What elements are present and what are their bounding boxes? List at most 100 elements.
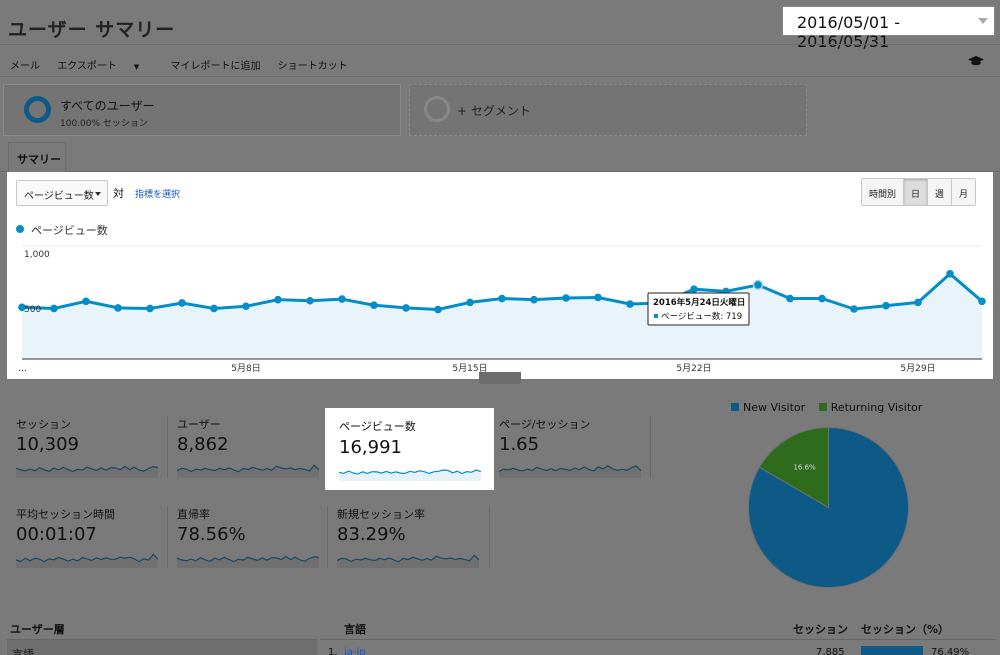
data-point[interactable] [946, 270, 954, 278]
x-tick-label: 5月15日 [452, 363, 487, 374]
data-point[interactable] [178, 299, 186, 307]
segment-subtitle: 100.00% セッション [60, 119, 148, 129]
data-point[interactable] [338, 295, 346, 303]
card-separator [489, 506, 490, 568]
data-point[interactable] [978, 297, 986, 306]
page-title: ユーザー サマリー [8, 19, 176, 41]
metric-card-avg-session-duration[interactable]: 平均セッション時間 00:01:07 [6, 500, 160, 576]
data-point[interactable] [114, 304, 122, 312]
add-segment-button[interactable] [409, 84, 807, 136]
sparkline [16, 553, 158, 568]
language-link[interactable]: ja-jp [344, 647, 366, 655]
data-point[interactable] [242, 302, 250, 311]
y-tick-label: 1,000 [24, 250, 50, 260]
demographics-row-language[interactable]: 言語 [12, 648, 34, 655]
chevron-down-icon [978, 18, 988, 24]
data-point[interactable] [530, 295, 538, 304]
data-point[interactable] [370, 301, 378, 309]
legend-swatch [731, 403, 739, 411]
metric-value: 78.56% [177, 524, 246, 545]
x-tick-label: 5月8日 [231, 363, 260, 374]
legend-new-visitor: New Visitor [731, 401, 805, 414]
metric-title: ページビュー数 [339, 420, 416, 433]
select-metric-link[interactable]: 指標を選択 [135, 190, 181, 200]
metric-card-pageviews[interactable]: ページビュー数 16,991 [325, 408, 494, 490]
chevron-down-icon [95, 192, 101, 196]
data-point[interactable] [466, 298, 474, 307]
segment-all-users[interactable] [3, 84, 401, 136]
data-point[interactable] [914, 298, 922, 307]
data-point[interactable] [882, 301, 890, 310]
metric-value: 1.65 [499, 434, 540, 455]
sessions-percent-bar [861, 646, 923, 655]
tooltip-title: 2016年5月24日火曜日 [653, 297, 745, 308]
tooltip-box [647, 292, 750, 326]
sparkline [339, 469, 481, 481]
demographics-header: ユーザー層 [10, 623, 65, 636]
metric-card-pages-per-session[interactable]: ページ/セッション 1.65 [489, 410, 643, 486]
metric-card-new-session-rate[interactable]: 新規セッション率 83.29% [327, 500, 481, 576]
data-point[interactable] [82, 297, 90, 306]
sparkline [177, 464, 319, 478]
data-point[interactable] [50, 304, 58, 313]
data-point[interactable] [146, 304, 154, 313]
shortcut-button[interactable]: ショートカット [277, 61, 348, 72]
email-button[interactable]: メール [10, 61, 40, 72]
granularity-hourly-button[interactable]: 時間別 [862, 179, 904, 205]
granularity-month-button[interactable]: 月 [951, 179, 976, 205]
metric-card-sessions[interactable]: セッション 10,309 [6, 410, 160, 486]
data-point[interactable] [434, 305, 442, 314]
metric-select[interactable]: ページビュー数 [16, 180, 108, 206]
data-point[interactable] [752, 279, 764, 291]
data-point[interactable] [18, 303, 26, 312]
sessions-percent-column-header[interactable]: セッション（%） [861, 623, 950, 636]
data-point[interactable] [402, 304, 410, 312]
data-point[interactable] [274, 295, 282, 304]
y-tick-label: 500 [24, 305, 41, 315]
chart-collapse-handle[interactable] [479, 372, 521, 384]
granularity-day-button[interactable]: 日 [903, 179, 928, 205]
data-point[interactable] [594, 293, 602, 302]
visitor-type-pie-chart[interactable]: 83.4%16.6% [746, 425, 911, 590]
legend-dot-icon [16, 225, 24, 233]
language-column-header: 言語 [344, 623, 366, 636]
add-to-dashboard-button[interactable]: マイレポートに追加 [170, 61, 261, 72]
metric-value: 00:01:07 [16, 524, 97, 545]
metric-title: 直帰率 [177, 508, 210, 521]
tab-summary[interactable]: サマリー [8, 142, 66, 172]
legend-returning-visitor: Returning Visitor [818, 401, 922, 414]
data-point[interactable] [210, 304, 218, 313]
x-tick-label: 5月22日 [676, 363, 711, 374]
metric-card-bounce-rate[interactable]: 直帰率 78.56% [167, 500, 321, 576]
x-tick-label: … [18, 364, 27, 374]
date-range-label: 2016/05/01 - 2016/05/31 [797, 13, 901, 51]
data-point[interactable] [690, 285, 698, 293]
demographics-selected-row[interactable] [7, 640, 317, 655]
card-separator [167, 506, 168, 568]
x-tick-label: 5月29日 [900, 363, 935, 374]
vs-label: 対 [113, 187, 124, 200]
row-index: 1. [328, 647, 338, 655]
segment-donut-icon [24, 96, 51, 123]
data-point[interactable] [562, 294, 570, 302]
data-point[interactable] [306, 296, 314, 305]
metric-value: 16,991 [339, 437, 402, 458]
data-point[interactable] [818, 294, 826, 303]
pageviews-line-chart[interactable]: 1,000 500 … 5月8日 5月15日 5月22日 5月29日 2016年5月24日火曜… [0, 240, 1000, 380]
data-point[interactable] [626, 300, 634, 308]
data-point[interactable] [786, 294, 794, 303]
legend-new-visitor-label: New Visitor [743, 401, 806, 414]
sessions-column-header[interactable]: セッション [793, 623, 848, 636]
pie-slice[interactable] [758, 426, 829, 509]
segment-title: すべてのユーザー [60, 99, 155, 113]
metric-title: セッション [16, 418, 71, 431]
data-point[interactable] [498, 294, 506, 303]
demographics-divider [7, 639, 317, 640]
export-button[interactable]: エクスポート ▼ [57, 61, 153, 72]
metric-title: ページ/セッション [499, 418, 591, 431]
data-point[interactable] [850, 305, 858, 313]
graduation-cap-icon[interactable] [968, 56, 984, 66]
metric-card-users[interactable]: ユーザー 8,862 [167, 410, 321, 486]
date-range-picker[interactable]: 2016/05/01 - 2016/05/31 [782, 6, 995, 51]
granularity-week-button[interactable]: 週 [927, 179, 952, 205]
